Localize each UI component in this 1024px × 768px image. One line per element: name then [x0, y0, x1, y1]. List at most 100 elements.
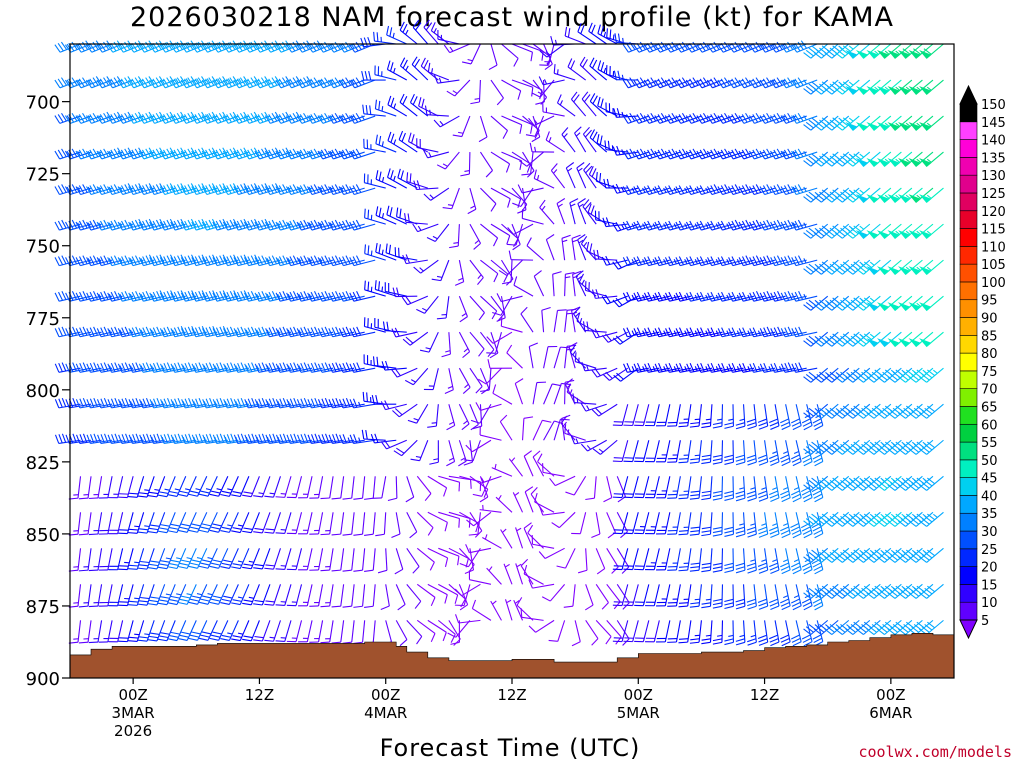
wind-barb: [501, 187, 522, 208]
wind-barb: [117, 255, 144, 267]
wind-barb: [397, 168, 418, 189]
wind-barb: [593, 249, 618, 261]
wind-barb: [790, 512, 802, 539]
wind-barb: [342, 548, 355, 572]
wind-barb: [528, 342, 538, 369]
y-tick-label: 750: [26, 237, 60, 258]
wind-barb: [480, 259, 499, 283]
wind-barb: [254, 76, 281, 89]
wind-barb: [717, 220, 744, 231]
wind-barb: [780, 291, 807, 302]
wind-barb: [887, 583, 913, 599]
wind-barb: [353, 512, 366, 536]
wind-barb: [565, 475, 587, 496]
wind-barb: [654, 256, 681, 267]
wind-barb: [128, 291, 155, 302]
wind-barb: [689, 548, 702, 572]
wind-barb: [436, 151, 460, 170]
wind-barb: [622, 220, 649, 231]
wind-barb: [65, 219, 92, 231]
wind-barb: [528, 619, 555, 633]
wind-barb: [580, 402, 607, 412]
wind-barb: [286, 362, 313, 373]
wind-barb: [286, 584, 303, 607]
x-tick-label: 3MAR: [112, 704, 155, 722]
wind-barb: [685, 41, 713, 53]
wind-barb: [498, 259, 523, 276]
wind-barb: [286, 219, 313, 231]
wind-barb: [887, 187, 913, 204]
wind-barb: [364, 208, 386, 225]
wind-barb: [759, 362, 786, 373]
wind-barb: [490, 151, 511, 173]
wind-barb: [96, 362, 123, 373]
wind-barb: [446, 440, 456, 467]
wind-barb: [696, 41, 723, 53]
y-axis: 700 725 750 775 800 825 850 875 900: [26, 93, 70, 690]
wind-barb: [386, 205, 407, 225]
colorbar-segment: [959, 566, 978, 585]
colorbar-segment: [959, 281, 978, 301]
wind-barb: [108, 476, 124, 499]
wind-barb: [416, 138, 439, 153]
wind-barb: [749, 362, 776, 373]
colorbar-label: 10: [981, 596, 998, 611]
wind-barb: [170, 290, 197, 302]
wind-barb: [320, 476, 334, 500]
wind-barb: [416, 547, 435, 571]
wind-barb: [749, 291, 776, 302]
wind-barb: [242, 548, 260, 570]
wind-barb: [423, 19, 439, 45]
colorbar-min-arrow: [959, 619, 978, 640]
wind-barb: [107, 219, 134, 231]
wind-barb: [452, 115, 471, 138]
wind-barb: [757, 620, 769, 646]
wind-barb: [364, 512, 376, 536]
wind-barb: [180, 325, 207, 338]
colorbar-segment: [959, 423, 978, 443]
wind-barb: [791, 362, 818, 373]
wind-barb: [331, 584, 345, 608]
wind-barb: [309, 584, 324, 607]
wind-barb: [675, 291, 702, 302]
credit-link[interactable]: coolwx.com/models: [858, 743, 1012, 761]
wind-barb: [209, 476, 229, 497]
wind-barb: [801, 548, 813, 575]
wind-barb: [170, 254, 197, 267]
wind-barb: [406, 583, 422, 609]
wind-barb: [757, 512, 769, 538]
wind-barb: [469, 295, 485, 321]
wind-barb: [138, 254, 165, 267]
colorbar-segment: [959, 317, 978, 336]
wind-barb: [349, 398, 376, 409]
wind-barb: [675, 327, 702, 338]
wind-barb: [738, 362, 765, 373]
wind-barb: [170, 362, 197, 373]
wind-barb: [361, 429, 386, 441]
wind-barb: [801, 404, 813, 431]
wind-barb: [427, 547, 449, 568]
wind-barb: [575, 270, 587, 297]
wind-barb: [801, 440, 813, 467]
wind-barb: [490, 295, 505, 322]
wind-barb: [887, 403, 913, 419]
wind-barb: [454, 260, 465, 286]
wind-barb: [433, 115, 460, 128]
wind-barb: [375, 170, 397, 189]
wind-barb: [416, 619, 436, 643]
wind-barb: [918, 475, 944, 491]
wind-barb: [855, 223, 881, 240]
wind-barb: [577, 548, 588, 574]
wind-barb: [689, 584, 702, 608]
wind-barb: [167, 512, 187, 534]
wind-barb: [780, 404, 791, 431]
wind-barb: [770, 326, 797, 338]
wind-barb: [423, 368, 439, 391]
wind-barb: [137, 476, 155, 498]
wind-barb: [855, 79, 881, 95]
wind-barb: [98, 548, 113, 571]
wind-barb: [605, 65, 628, 81]
wind-barb: [147, 512, 166, 534]
wind-barb: [633, 362, 660, 373]
